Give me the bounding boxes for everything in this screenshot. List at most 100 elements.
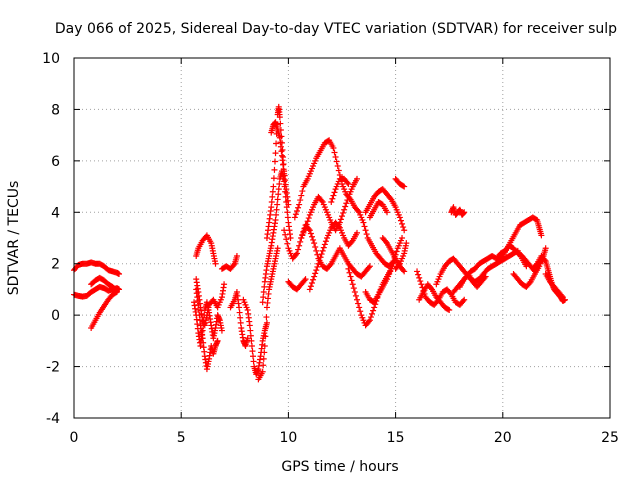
data-point bbox=[322, 238, 329, 245]
data-point bbox=[307, 283, 314, 290]
data-point bbox=[292, 211, 299, 218]
data-point bbox=[347, 273, 354, 280]
data-point bbox=[387, 195, 394, 202]
data-point bbox=[342, 203, 349, 210]
data-point bbox=[460, 298, 467, 304]
data-point bbox=[396, 214, 403, 221]
data-point bbox=[268, 204, 275, 211]
data-point bbox=[341, 206, 348, 213]
data-point bbox=[274, 201, 281, 208]
data-point bbox=[362, 227, 369, 234]
data-point bbox=[113, 289, 120, 295]
data-point bbox=[365, 264, 372, 271]
data-point bbox=[293, 250, 300, 257]
data-point bbox=[273, 140, 280, 147]
data-point bbox=[268, 199, 275, 205]
data-point bbox=[284, 209, 291, 216]
y-tick-labels: -4 -2 0 2 4 6 8 10 bbox=[42, 51, 60, 427]
data-point bbox=[261, 343, 268, 349]
data-point bbox=[366, 263, 373, 270]
grid bbox=[74, 58, 610, 418]
data-point bbox=[330, 145, 337, 151]
data-point bbox=[542, 245, 549, 252]
y-tick-label: 2 bbox=[51, 257, 60, 273]
data-point bbox=[331, 189, 338, 196]
data-point bbox=[262, 333, 269, 340]
data-point bbox=[370, 307, 377, 314]
data-point bbox=[259, 299, 266, 306]
data-point bbox=[250, 358, 257, 365]
data-point bbox=[315, 260, 322, 267]
x-tick-label: 5 bbox=[177, 430, 186, 446]
y-tick-label: 8 bbox=[51, 102, 60, 118]
data-point bbox=[282, 231, 289, 238]
x-tick-labels: 0 5 10 15 20 25 bbox=[70, 430, 619, 446]
data-point bbox=[295, 246, 302, 253]
data-point bbox=[310, 236, 317, 243]
data-point bbox=[273, 206, 280, 213]
data-point bbox=[303, 221, 310, 228]
data-point bbox=[263, 319, 270, 326]
data-point bbox=[214, 337, 221, 344]
data-point bbox=[382, 238, 389, 245]
data-point bbox=[533, 262, 540, 268]
data-point bbox=[281, 178, 288, 185]
data-point bbox=[355, 300, 362, 307]
data-point bbox=[302, 276, 309, 283]
data-point bbox=[305, 215, 312, 222]
data-point bbox=[260, 294, 267, 301]
data-point bbox=[314, 251, 321, 258]
data-point bbox=[314, 263, 321, 270]
data-point bbox=[304, 218, 311, 225]
data-point bbox=[416, 274, 423, 281]
data-point bbox=[316, 257, 323, 264]
data-point bbox=[261, 283, 268, 290]
data-point bbox=[321, 241, 328, 248]
data-point bbox=[445, 306, 452, 313]
data-point bbox=[302, 224, 309, 231]
data-point bbox=[340, 209, 347, 216]
data-point bbox=[414, 268, 421, 275]
data-point bbox=[331, 149, 338, 156]
data-point bbox=[249, 348, 256, 355]
data-point bbox=[354, 229, 361, 236]
data-point bbox=[312, 270, 319, 277]
plot-frame bbox=[73, 57, 611, 419]
data-point bbox=[400, 182, 407, 189]
data-point bbox=[418, 281, 425, 288]
data-point bbox=[343, 200, 350, 207]
data-point bbox=[354, 296, 361, 303]
data-point bbox=[319, 247, 326, 254]
data-point bbox=[259, 368, 266, 375]
data-point bbox=[284, 214, 291, 221]
y-axis-label: SDTVAR / TECUs bbox=[6, 181, 22, 296]
data-point bbox=[261, 349, 268, 356]
data-point bbox=[365, 318, 372, 325]
data-point bbox=[199, 327, 206, 334]
data-point bbox=[538, 232, 545, 239]
data-point bbox=[447, 290, 454, 297]
y-tick-label: -2 bbox=[46, 360, 60, 376]
data-point bbox=[311, 273, 318, 280]
y-tick-label: 10 bbox=[42, 51, 60, 67]
data-point bbox=[272, 158, 278, 165]
data-point bbox=[276, 181, 283, 187]
data-point bbox=[313, 247, 320, 254]
data-point bbox=[305, 226, 312, 232]
data-point bbox=[233, 253, 240, 259]
data-point bbox=[461, 296, 468, 303]
data-point bbox=[272, 217, 279, 223]
data-point bbox=[317, 254, 324, 261]
data-point bbox=[248, 343, 255, 349]
data-point bbox=[498, 254, 505, 261]
data-point bbox=[293, 208, 300, 214]
data-point bbox=[308, 233, 315, 240]
data-point bbox=[395, 262, 402, 268]
data-point bbox=[273, 211, 280, 218]
data-point bbox=[361, 223, 368, 230]
data-point bbox=[393, 248, 400, 255]
x-tick-label: 20 bbox=[494, 430, 512, 446]
data-point bbox=[218, 327, 225, 334]
data-point bbox=[236, 304, 243, 311]
data-point bbox=[356, 304, 363, 311]
